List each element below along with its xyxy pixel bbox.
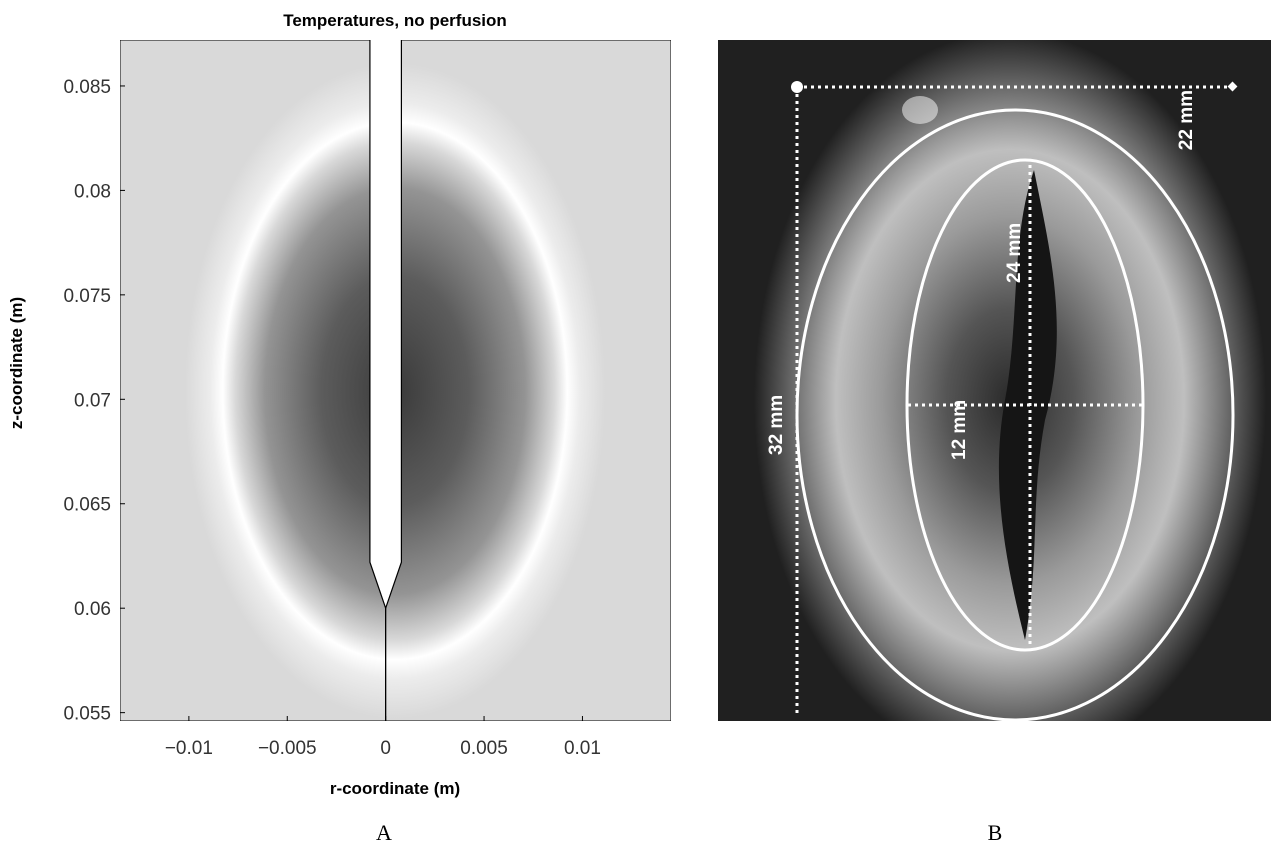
- annotation-24mm: 24 mm: [1004, 223, 1025, 283]
- origin-marker: [791, 81, 803, 93]
- panel-label-b: B: [988, 820, 1003, 845]
- y-tick-label: 0.06: [74, 599, 111, 620]
- y-tick-label: 0.055: [63, 704, 111, 725]
- outer-lesion-ellipse: [795, 108, 1235, 721]
- x-tick-label: 0.01: [564, 738, 601, 759]
- panel-label-a: A: [376, 820, 392, 845]
- x-tick-label: 0: [380, 738, 391, 759]
- photo-tissue: [718, 40, 1271, 721]
- y-tick-label: 0.08: [74, 181, 111, 202]
- annotation-22mm: 22 mm: [1176, 90, 1197, 150]
- y-tick-label: 0.065: [63, 495, 111, 516]
- x-tick-label: −0.01: [165, 738, 213, 759]
- x-tick-label: 0.005: [460, 738, 508, 759]
- end-marker: [1227, 81, 1238, 92]
- x-axis-label: r-coordinate (m): [330, 779, 460, 798]
- temperature-plot: Temperatures, no perfusion −0.01 −0.005 0 0…: [7, 11, 671, 798]
- probe-shaft: [369, 40, 403, 611]
- inner-lesion-ellipse: [905, 158, 1145, 652]
- y-axis-ticks: 0.055 0.06 0.065 0.07 0.075 0.08 0.085: [63, 77, 125, 725]
- lesion-photo: 22 mm 32 mm 24 mm 12 mm: [718, 40, 1271, 721]
- y-axis-label: z-coordinate (m): [7, 297, 26, 429]
- y-tick-label: 0.085: [63, 77, 111, 98]
- x-axis-ticks: −0.01 −0.005 0 0.005 0.01: [165, 716, 601, 759]
- bright-spot: [902, 96, 938, 124]
- y-tick-label: 0.075: [63, 286, 111, 307]
- plot-title: Temperatures, no perfusion: [283, 11, 507, 30]
- annotation-32mm: 32 mm: [766, 395, 787, 455]
- x-tick-label: −0.005: [258, 738, 317, 759]
- y-tick-label: 0.07: [74, 390, 111, 411]
- annotation-12mm: 12 mm: [949, 400, 970, 460]
